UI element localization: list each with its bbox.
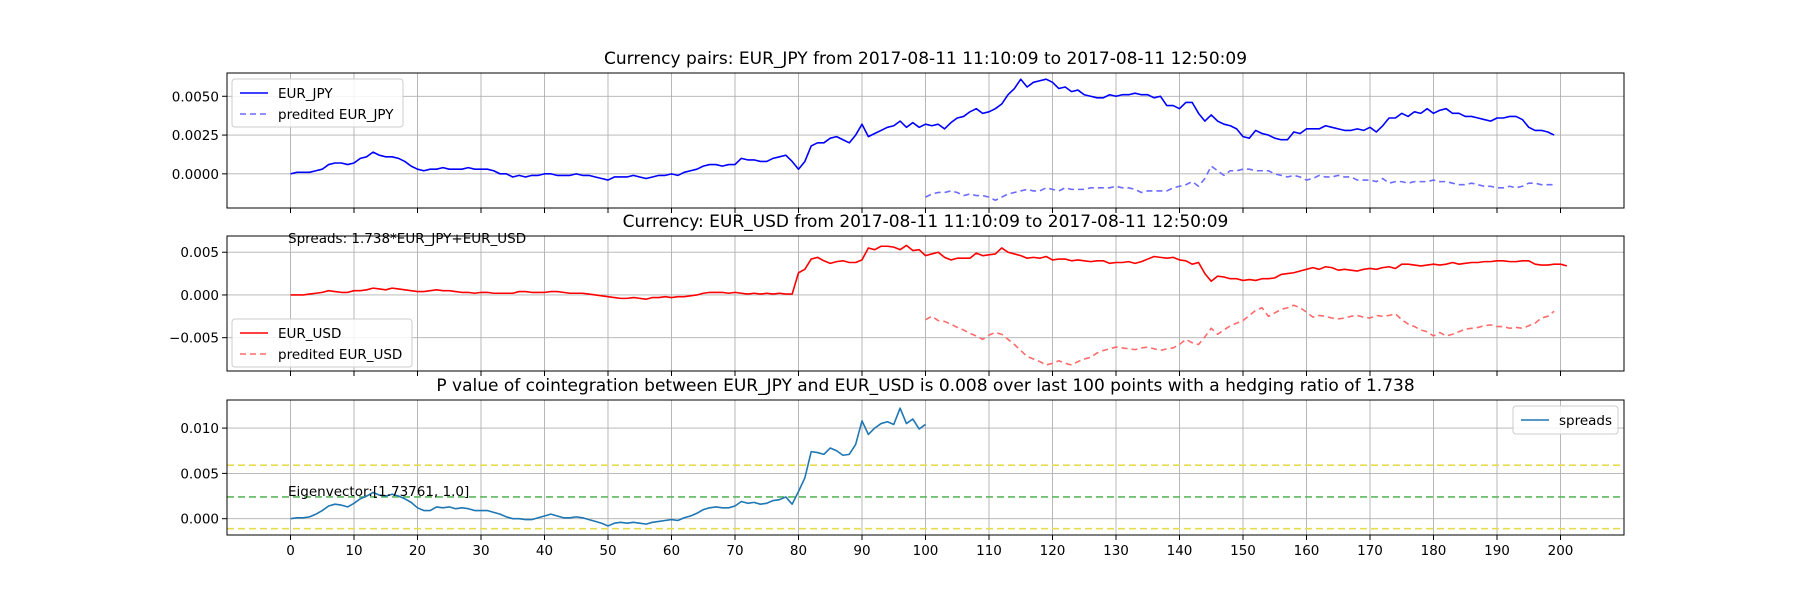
chart-annotation: Eigenvector:[1.73761, 1.0] bbox=[288, 484, 469, 500]
y-tick-label: 0.000 bbox=[180, 512, 219, 528]
chart-panel-1: Currency pairs: EUR_JPY from 2017-08-11 … bbox=[172, 49, 1625, 213]
x-tick-label: 180 bbox=[1421, 543, 1447, 559]
chart-title: P value of cointegration between EUR_JPY… bbox=[436, 376, 1414, 396]
x-tick-label: 80 bbox=[790, 543, 807, 559]
x-tick-label: 140 bbox=[1167, 543, 1193, 559]
chart-panel-2: Currency: EUR_USD from 2017-08-11 11:10:… bbox=[169, 212, 1625, 376]
y-tick-label: 0.005 bbox=[180, 245, 219, 261]
legend: EUR_JPY predited EUR_JPY bbox=[231, 78, 404, 128]
legend-label: EUR_JPY bbox=[278, 86, 333, 102]
series-line-eur-jpy bbox=[290, 78, 1555, 181]
chart-panel-3: P value of cointegration between EUR_JPY… bbox=[180, 376, 1625, 559]
chart-title: Currency pairs: EUR_JPY from 2017-08-11 … bbox=[604, 49, 1247, 69]
legend-label: predited EUR_USD bbox=[278, 347, 402, 363]
legend: spreads bbox=[1512, 405, 1619, 435]
chart-annotation: Spreads: 1.738*EUR_JPY+EUR_USD bbox=[288, 231, 526, 247]
legend-box bbox=[231, 318, 413, 368]
y-tick-label: 0.010 bbox=[180, 421, 219, 437]
x-tick-label: 50 bbox=[599, 543, 616, 559]
x-tick-label: 0 bbox=[286, 543, 295, 559]
x-tick-label: 120 bbox=[1040, 543, 1066, 559]
series-line-predited-eur-usd bbox=[925, 304, 1555, 366]
legend: EUR_USD predited EUR_USD bbox=[231, 318, 413, 368]
y-tick-label: −0.005 bbox=[169, 331, 219, 347]
x-tick-label: 110 bbox=[976, 543, 1002, 559]
x-tick-label: 20 bbox=[409, 543, 426, 559]
y-tick-label: 0.000 bbox=[180, 288, 219, 304]
x-tick-label: 190 bbox=[1484, 543, 1510, 559]
x-tick-label: 130 bbox=[1103, 543, 1129, 559]
series-line-spreads bbox=[290, 407, 926, 527]
x-tick-label: 200 bbox=[1548, 543, 1574, 559]
grid bbox=[227, 236, 1624, 371]
x-tick-label: 100 bbox=[913, 543, 939, 559]
y-tick-label: 0.0050 bbox=[172, 89, 219, 105]
legend-label: EUR_USD bbox=[278, 326, 341, 342]
x-tick-label: 40 bbox=[536, 543, 553, 559]
legend-box bbox=[1512, 405, 1619, 435]
y-tick-label: 0.0025 bbox=[172, 128, 219, 144]
x-tick-label: 90 bbox=[853, 543, 870, 559]
grid bbox=[227, 73, 1624, 208]
grid bbox=[227, 400, 1624, 535]
legend-label: spreads bbox=[1559, 413, 1612, 429]
y-tick-label: 0.005 bbox=[180, 466, 219, 482]
x-tick-label: 30 bbox=[472, 543, 489, 559]
x-tick-label: 150 bbox=[1230, 543, 1256, 559]
series-line-predited-eur-jpy bbox=[925, 165, 1555, 202]
legend-box bbox=[231, 78, 404, 128]
x-tick-label: 60 bbox=[663, 543, 680, 559]
y-tick-label: 0.0000 bbox=[172, 167, 219, 183]
chart-title: Currency: EUR_USD from 2017-08-11 11:10:… bbox=[623, 212, 1229, 232]
x-tick-label: 170 bbox=[1357, 543, 1383, 559]
x-tick-label: 160 bbox=[1294, 543, 1320, 559]
x-tick-label: 10 bbox=[345, 543, 362, 559]
legend-label: predited EUR_JPY bbox=[278, 107, 394, 123]
series-line-eur-usd bbox=[290, 244, 1568, 301]
x-tick-label: 70 bbox=[726, 543, 743, 559]
